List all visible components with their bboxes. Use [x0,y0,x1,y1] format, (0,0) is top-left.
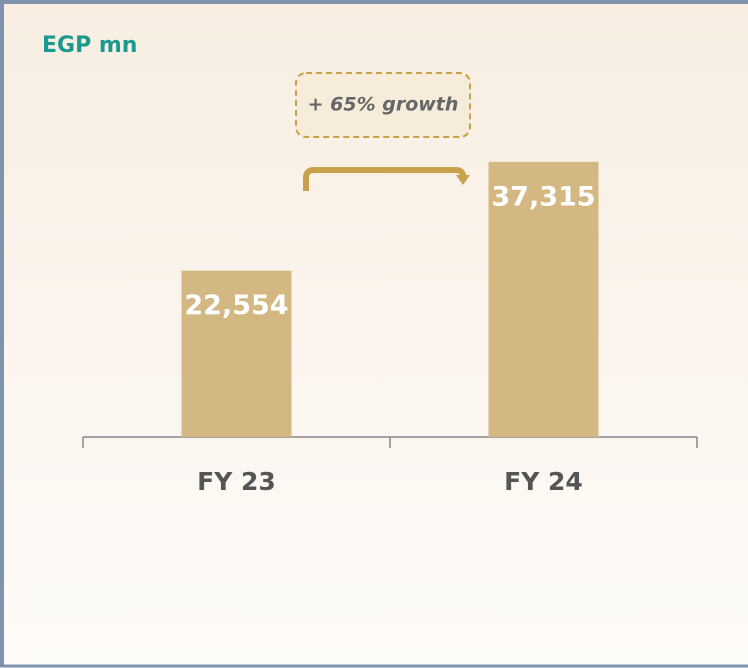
annotation-box [295,72,471,138]
x-tick-label: FY 24 [504,467,583,496]
bar [181,270,292,437]
value-label: 22,554 [184,290,288,321]
chart-title: EGP mn [42,33,137,58]
value-label: 37,315 [491,181,595,212]
bar [488,161,599,437]
growth-arrow [303,167,466,191]
annotation: + 65% growth [308,94,459,116]
x-tick-label: FY 23 [197,467,276,496]
arrow-head [456,175,470,185]
